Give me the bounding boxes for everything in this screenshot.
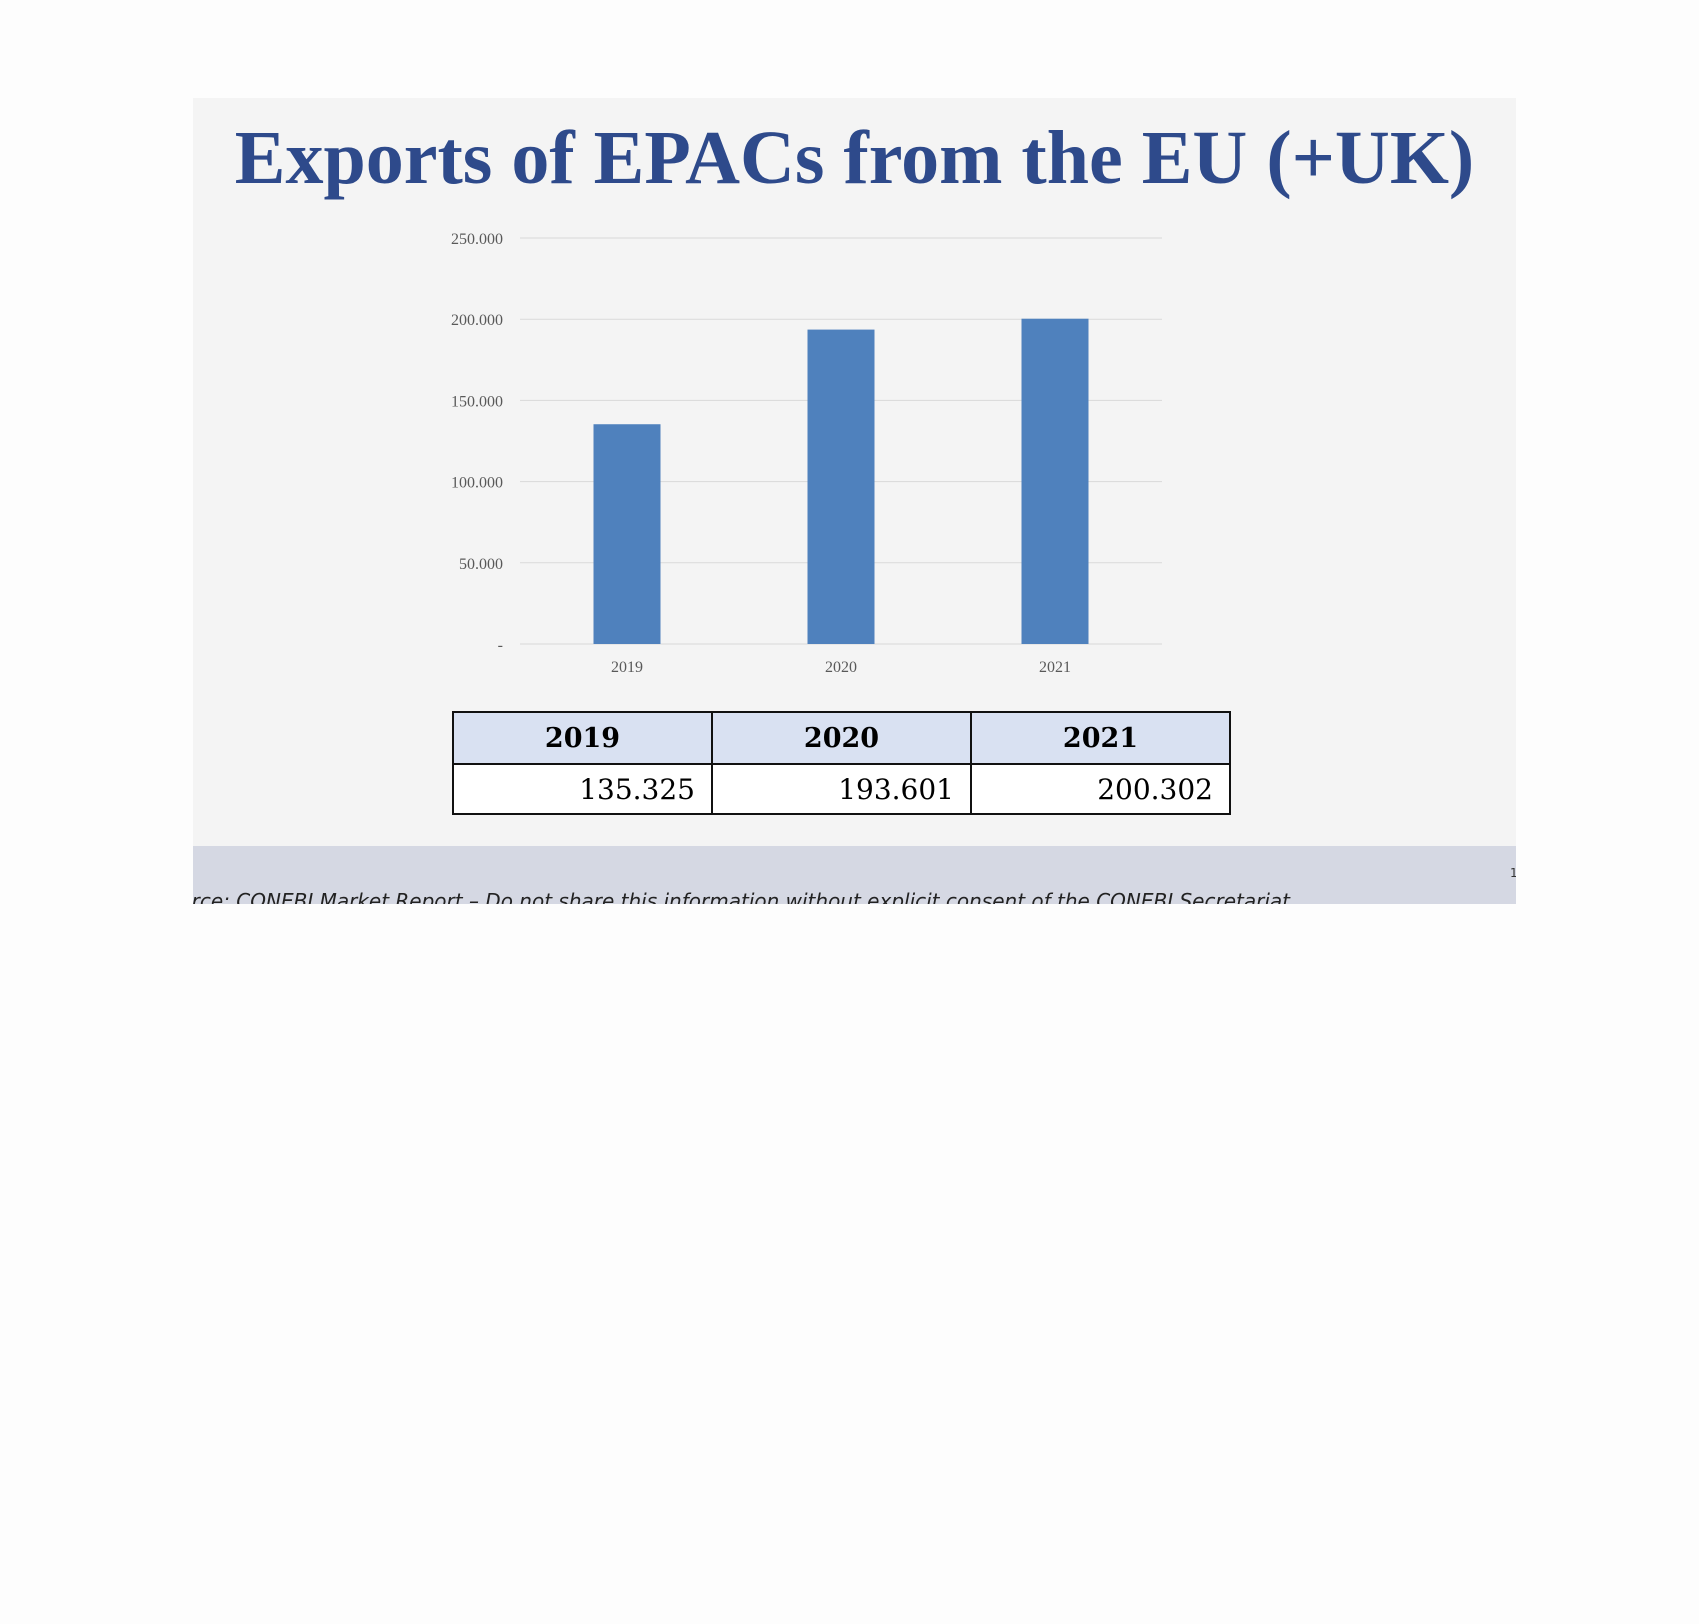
bar-chart: - 50.000 100.000 150.000 200.000 250.000 2019 2… <box>451 231 1162 676</box>
x-tick-label: 2021 <box>1039 659 1071 676</box>
y-tick-label: - <box>498 637 503 654</box>
footer-band <box>193 846 1516 904</box>
y-tick-label: 150.000 <box>451 393 503 410</box>
bar <box>807 329 875 644</box>
y-tick-label: 200.000 <box>451 312 503 329</box>
bar <box>593 424 661 644</box>
table-cell: 193.601 <box>711 763 972 815</box>
bar <box>1021 318 1089 644</box>
page-number: 1 <box>1510 866 1516 880</box>
y-tick-label: 50.000 <box>459 556 503 573</box>
table-header-row: 2019 2020 2021 <box>452 711 1231 765</box>
table-cell: 200.302 <box>970 763 1231 815</box>
slide-title: Exports of EPACs from the EU (+UK) <box>234 116 1475 200</box>
table-header-cell: 2020 <box>711 711 972 765</box>
table-header-cell: 2019 <box>452 711 713 765</box>
table-cell: 135.325 <box>452 763 713 815</box>
table-row: 135.325 193.601 200.302 <box>452 763 1231 815</box>
y-tick-label: 250.000 <box>451 231 503 248</box>
footer-source-text: urce: CONEBI Market Report – Do not shar… <box>193 889 1290 904</box>
x-tick-label: 2020 <box>825 659 857 676</box>
data-table: 2019 2020 2021 135.325 193.601 200.302 <box>452 711 1231 815</box>
y-tick-label: 100.000 <box>451 475 503 492</box>
x-tick-label: 2019 <box>611 659 643 676</box>
slide: Exports of EPACs from the EU (+UK) - 50.0… <box>193 98 1516 904</box>
table-header-cell: 2021 <box>970 711 1231 765</box>
